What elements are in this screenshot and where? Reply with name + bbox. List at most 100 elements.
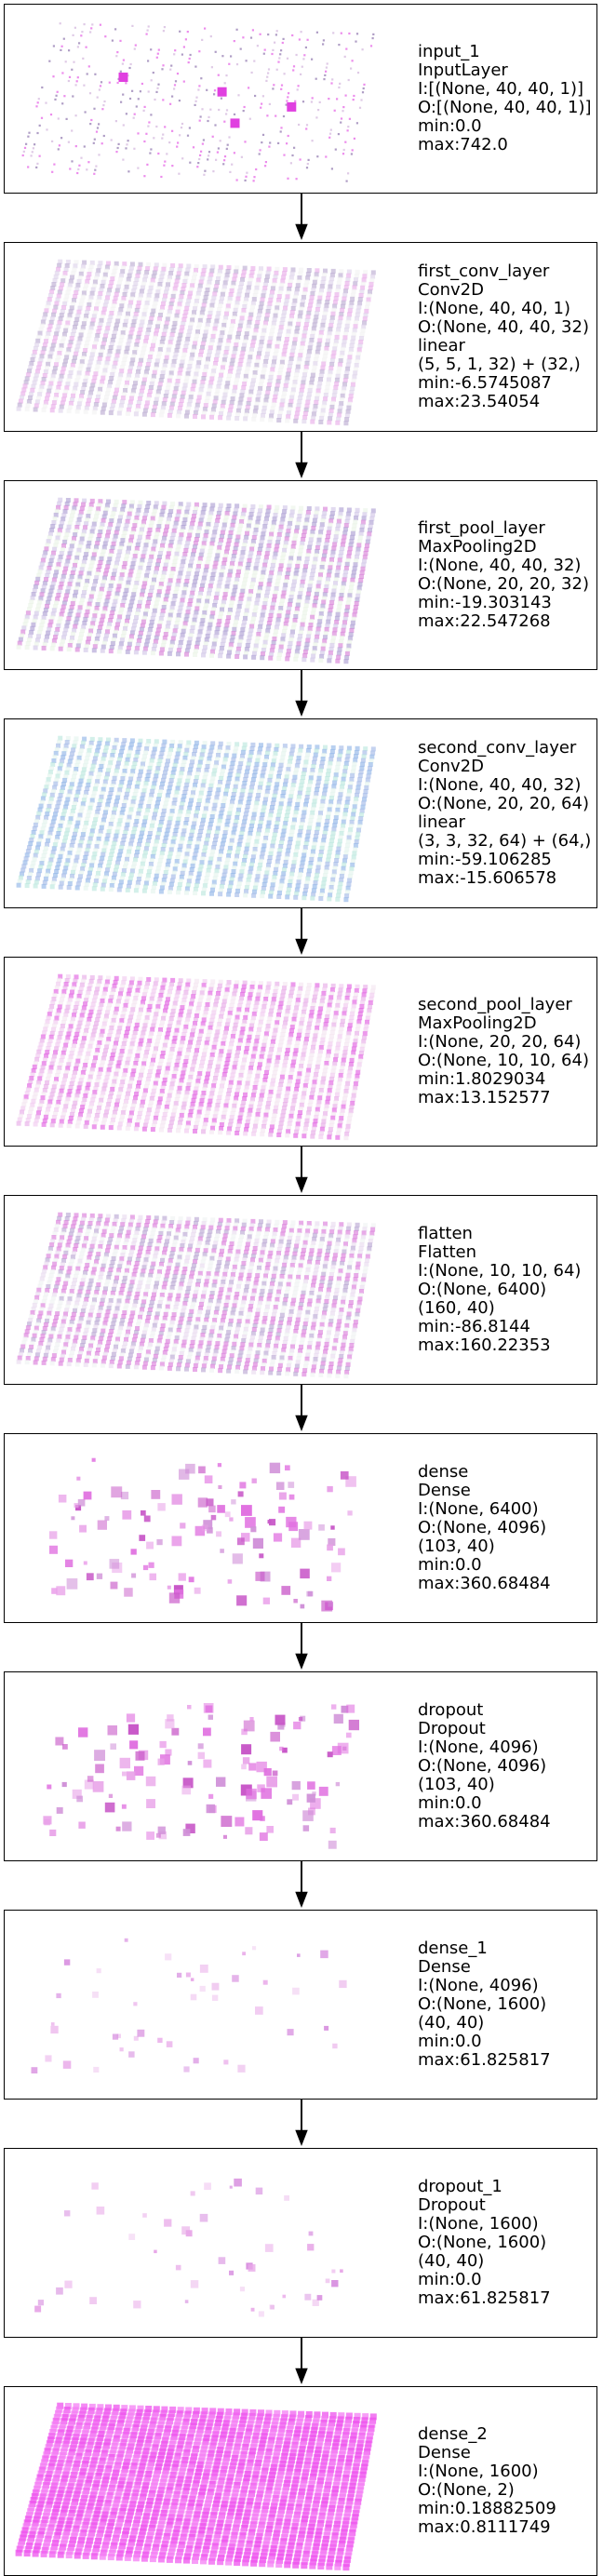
activation-cell [184, 409, 190, 415]
activation-cell [282, 785, 288, 791]
activation-cell [70, 839, 75, 844]
activation-cell [244, 570, 249, 575]
activation-cell [208, 380, 214, 385]
activation-cell [114, 499, 119, 504]
activation-cell [137, 603, 141, 609]
activation-cell [152, 72, 154, 74]
activation-cell [313, 318, 318, 324]
activation-cell [82, 859, 87, 864]
activation-cell [26, 637, 32, 642]
activation-cell [344, 369, 350, 375]
activation-cell [232, 826, 237, 832]
activation-cell [141, 519, 146, 525]
activation-cell [95, 810, 100, 815]
activation-cell [127, 273, 132, 278]
activation-cell [181, 356, 186, 361]
activation-cell [221, 526, 226, 531]
activation-cell [337, 604, 342, 610]
activation-cell [297, 314, 302, 319]
activation-cell [100, 790, 105, 796]
activation-cell [185, 574, 191, 580]
activation-cell [225, 147, 228, 150]
activation-cell [162, 804, 168, 810]
activation-cell [167, 343, 172, 349]
activation-cell [181, 759, 187, 764]
activation-cell [60, 547, 65, 552]
activation-cell [196, 360, 202, 366]
activation-cell [283, 782, 288, 787]
activation-cell [308, 541, 313, 546]
activation-cell [282, 625, 288, 630]
activation-cell [278, 644, 284, 650]
activation-cell [161, 570, 167, 575]
activation-cell [240, 155, 243, 158]
activation-cell [83, 763, 87, 769]
activation-cell [270, 766, 275, 771]
activation-cell [248, 516, 253, 521]
activation-cell [194, 337, 199, 342]
activation-cell [72, 627, 77, 633]
activation-cell [210, 810, 216, 815]
activation-cell [106, 625, 112, 631]
activation-cell [184, 305, 190, 311]
activation-cell [183, 379, 189, 384]
activation-cell [265, 785, 271, 791]
activation-cell [69, 336, 74, 342]
activation-cell [114, 353, 120, 358]
activation-cell [277, 141, 280, 144]
activation-cell [71, 329, 76, 333]
activation-cell [206, 557, 211, 562]
activation-cell [131, 557, 137, 563]
activation-cell [120, 841, 126, 847]
activation-cell [33, 645, 38, 651]
activation-cell [174, 789, 180, 795]
activation-cell [141, 761, 145, 767]
activation-cell [299, 583, 304, 588]
activation-cell [154, 393, 160, 398]
activation-cell [76, 578, 82, 584]
activation-cell [132, 116, 135, 119]
activation-cell [194, 606, 200, 611]
activation-cell [191, 314, 195, 319]
activation-cell [206, 356, 210, 362]
activation-cell [85, 847, 90, 852]
activation-cell [312, 756, 317, 761]
activation-cell [117, 376, 123, 382]
activation-cell [303, 283, 309, 288]
activation-cell [169, 639, 175, 645]
activation-cell [47, 592, 53, 597]
activation-cell [48, 319, 54, 325]
activation-cell [281, 828, 287, 834]
activation-cell [276, 336, 282, 342]
activation-cell [188, 836, 194, 841]
activation-cell [183, 344, 189, 350]
activation-cell [312, 279, 317, 285]
activation-cell [238, 796, 244, 801]
activation-cell [60, 137, 63, 140]
activation-cell [82, 590, 87, 596]
activation-cell [259, 578, 264, 584]
activation-cell [145, 362, 151, 368]
activation-cell [302, 653, 308, 659]
activation-cell [129, 327, 135, 332]
activation-cell [235, 408, 241, 413]
activation-cell [52, 308, 58, 314]
activation-cell [258, 820, 263, 825]
activation-cell [88, 356, 94, 361]
activation-cell [361, 91, 365, 94]
activation-cell [347, 639, 353, 645]
activation-cell [240, 550, 246, 556]
activation-cell [171, 870, 177, 876]
activation-cell [143, 750, 149, 756]
activation-cell [214, 318, 220, 324]
activation-cell [300, 779, 305, 785]
activation-cell [89, 767, 95, 772]
activation-cell [236, 880, 242, 886]
activation-cell [234, 745, 239, 751]
activation-cell [38, 357, 44, 363]
activation-cell [181, 559, 186, 565]
activation-cell [119, 303, 125, 309]
activation-cell [171, 129, 174, 132]
activation-cell [67, 758, 73, 764]
activation-cell [194, 65, 197, 68]
